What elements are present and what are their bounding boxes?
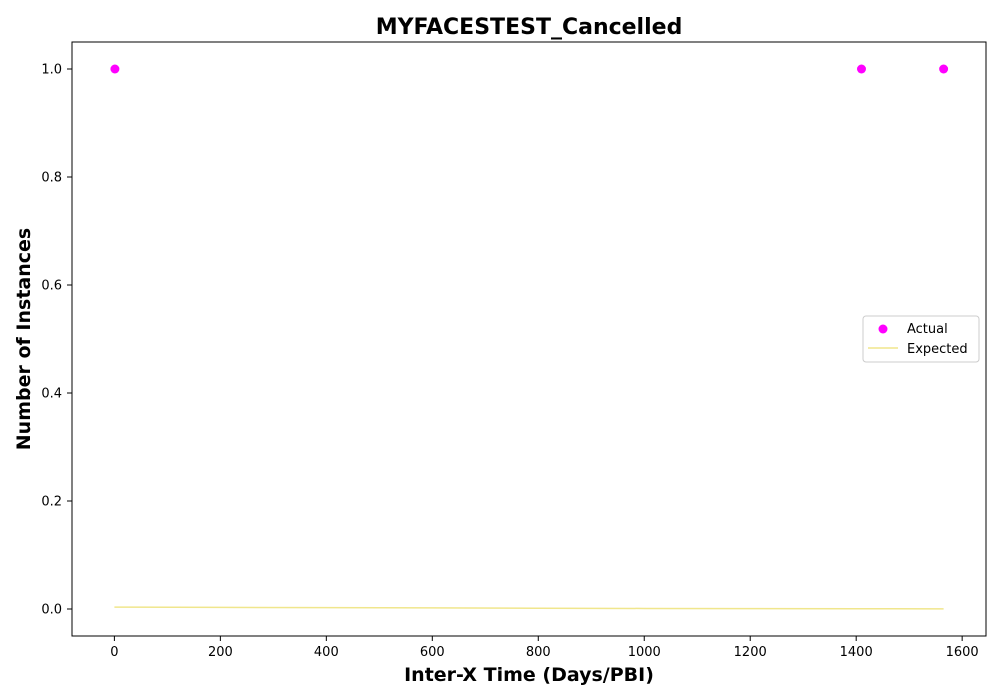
x-tick-label: 400 — [314, 645, 339, 660]
legend-label-expected: Expected — [907, 342, 968, 357]
chart-title: MYFACESTEST_Cancelled — [376, 15, 683, 40]
x-tick-label: 1200 — [734, 645, 767, 660]
y-tick-label: 0.6 — [41, 279, 62, 294]
expected-series-line — [114, 606, 944, 610]
legend-actual-marker — [878, 324, 888, 334]
x-axis-ticks: 0 200 400 600 800 1000 1200 1400 1600 — [110, 636, 979, 660]
legend-box — [862, 315, 980, 363]
y-tick-label: 0.2 — [41, 495, 62, 510]
actual-data-point — [939, 64, 949, 74]
x-tick-label: 1000 — [628, 645, 661, 660]
legend: Actual Expected — [862, 315, 980, 363]
legend-label-actual: Actual — [907, 322, 948, 337]
series-layer — [110, 64, 949, 610]
x-tick-label: 800 — [526, 645, 551, 660]
x-tick-label: 0 — [110, 645, 118, 660]
plot-area-frame — [71, 41, 987, 637]
y-tick-label: 1.0 — [41, 63, 62, 78]
y-tick-label: 0.0 — [41, 603, 62, 618]
y-axis-label: Number of Instances — [13, 228, 35, 450]
x-tick-label: 200 — [208, 645, 233, 660]
y-axis-ticks: 0.0 0.2 0.4 0.6 0.8 1.0 — [41, 63, 72, 618]
x-tick-label: 1600 — [946, 645, 979, 660]
actual-data-point — [856, 64, 866, 74]
x-tick-label: 600 — [420, 645, 445, 660]
actual-data-point — [110, 64, 120, 74]
x-axis-label: Inter-X Time (Days/PBI) — [404, 664, 654, 686]
y-tick-label: 0.8 — [41, 171, 62, 186]
x-tick-label: 1400 — [840, 645, 873, 660]
y-tick-label: 0.4 — [41, 387, 62, 402]
